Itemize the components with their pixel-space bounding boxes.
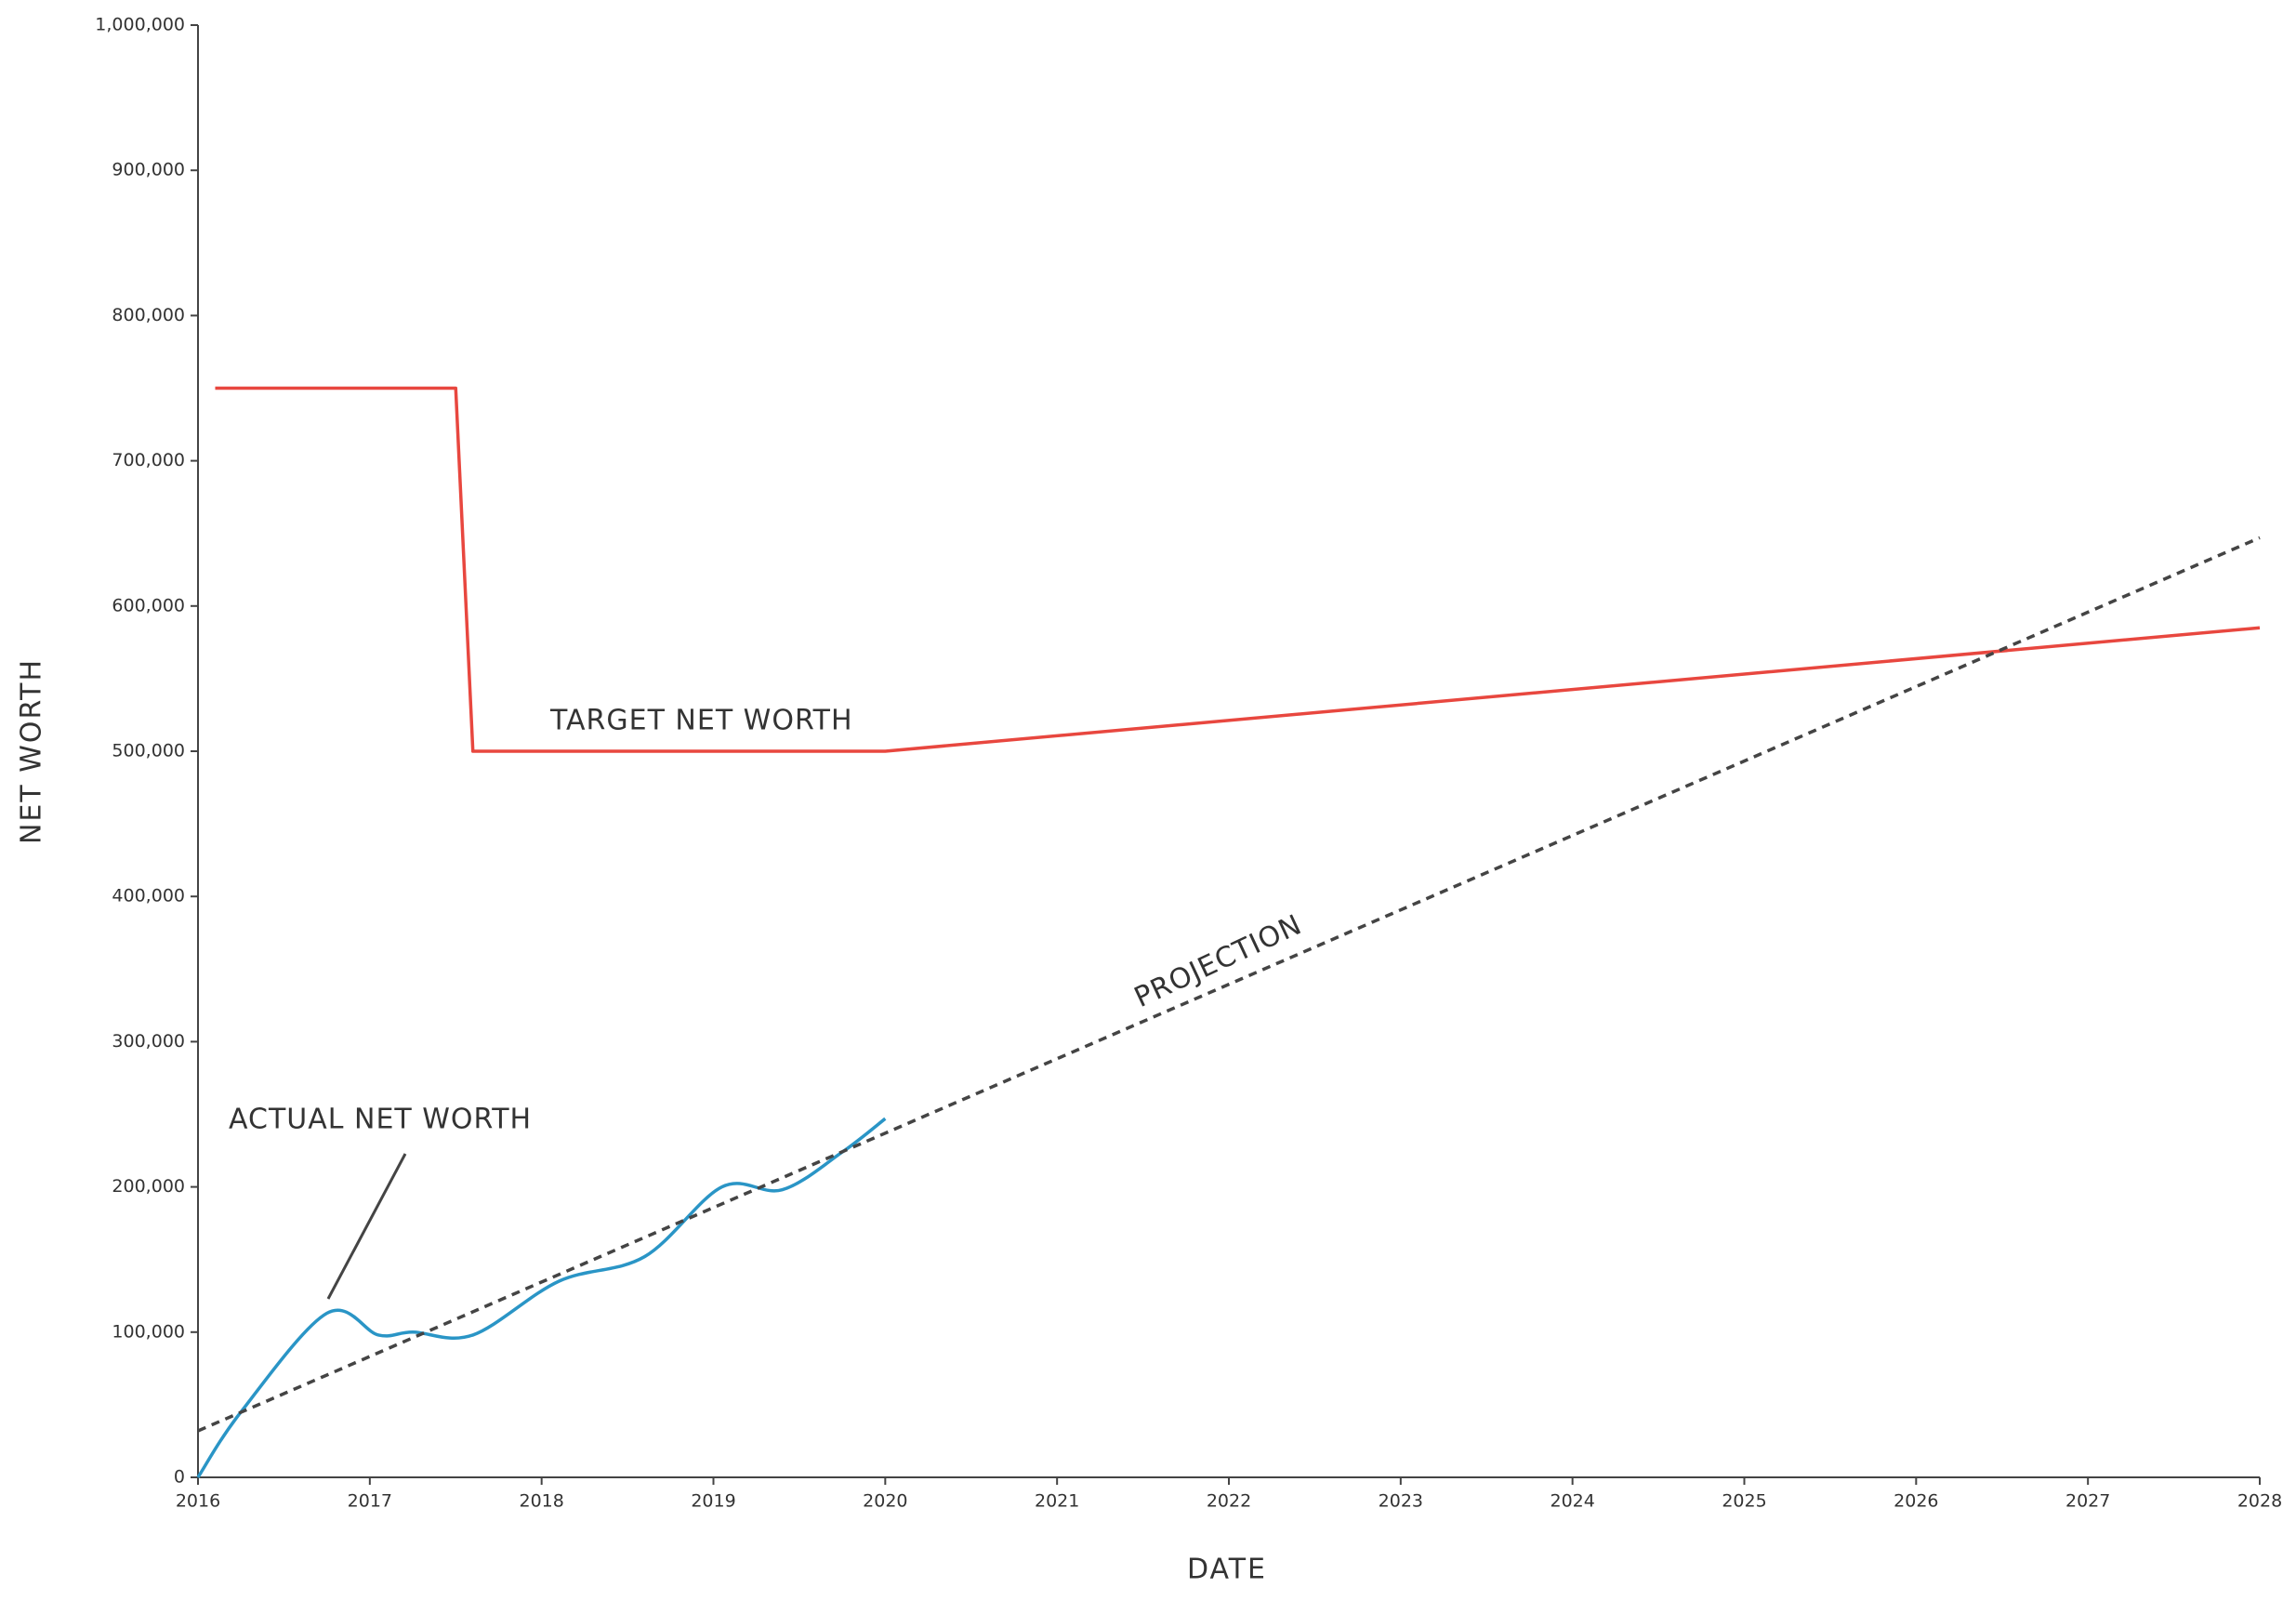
x-tick-label: 2023 xyxy=(1379,1491,1423,1512)
y-axis-label: NET WORTH xyxy=(16,658,48,844)
x-tick-label: 2026 xyxy=(1894,1491,1938,1512)
y-tick-label: 700,000 xyxy=(112,450,185,470)
y-tick-label: 1,000,000 xyxy=(95,15,185,35)
x-tick-label: 2020 xyxy=(863,1491,907,1512)
series-label: ACTUAL NET WORTH xyxy=(229,1104,532,1136)
y-tick-label: 500,000 xyxy=(112,741,185,761)
annotation-pointer xyxy=(326,1153,407,1300)
y-tick-label: 600,000 xyxy=(112,595,185,615)
y-tick-label: 400,000 xyxy=(112,886,185,906)
series-label: TARGET NET WORTH xyxy=(549,705,853,737)
x-tick-label: 2019 xyxy=(691,1491,735,1512)
x-tick-label: 2025 xyxy=(1722,1491,1766,1512)
series-line xyxy=(215,386,2261,753)
x-tick-label: 2028 xyxy=(2237,1491,2282,1512)
x-tick-label: 2022 xyxy=(1207,1491,1251,1512)
y-tick-label: 800,000 xyxy=(112,305,185,325)
y-tick-label: 900,000 xyxy=(112,160,185,180)
series-line xyxy=(196,1117,887,1478)
x-tick-label: 2024 xyxy=(1550,1491,1594,1512)
x-tick-label: 2018 xyxy=(519,1491,563,1512)
x-tick-label: 2027 xyxy=(2065,1491,2110,1512)
y-tick-label: 100,000 xyxy=(112,1321,185,1342)
y-tick-label: 0 xyxy=(174,1467,185,1488)
x-tick-label: 2021 xyxy=(1035,1491,1079,1512)
y-tick-label: 200,000 xyxy=(112,1176,185,1197)
y-tick-label: 300,000 xyxy=(112,1031,185,1052)
x-axis-label: DATE xyxy=(1187,1554,1267,1586)
series-line xyxy=(197,536,2261,1433)
x-tick-label: 2016 xyxy=(176,1491,220,1512)
x-tick-label: 2017 xyxy=(348,1491,392,1512)
